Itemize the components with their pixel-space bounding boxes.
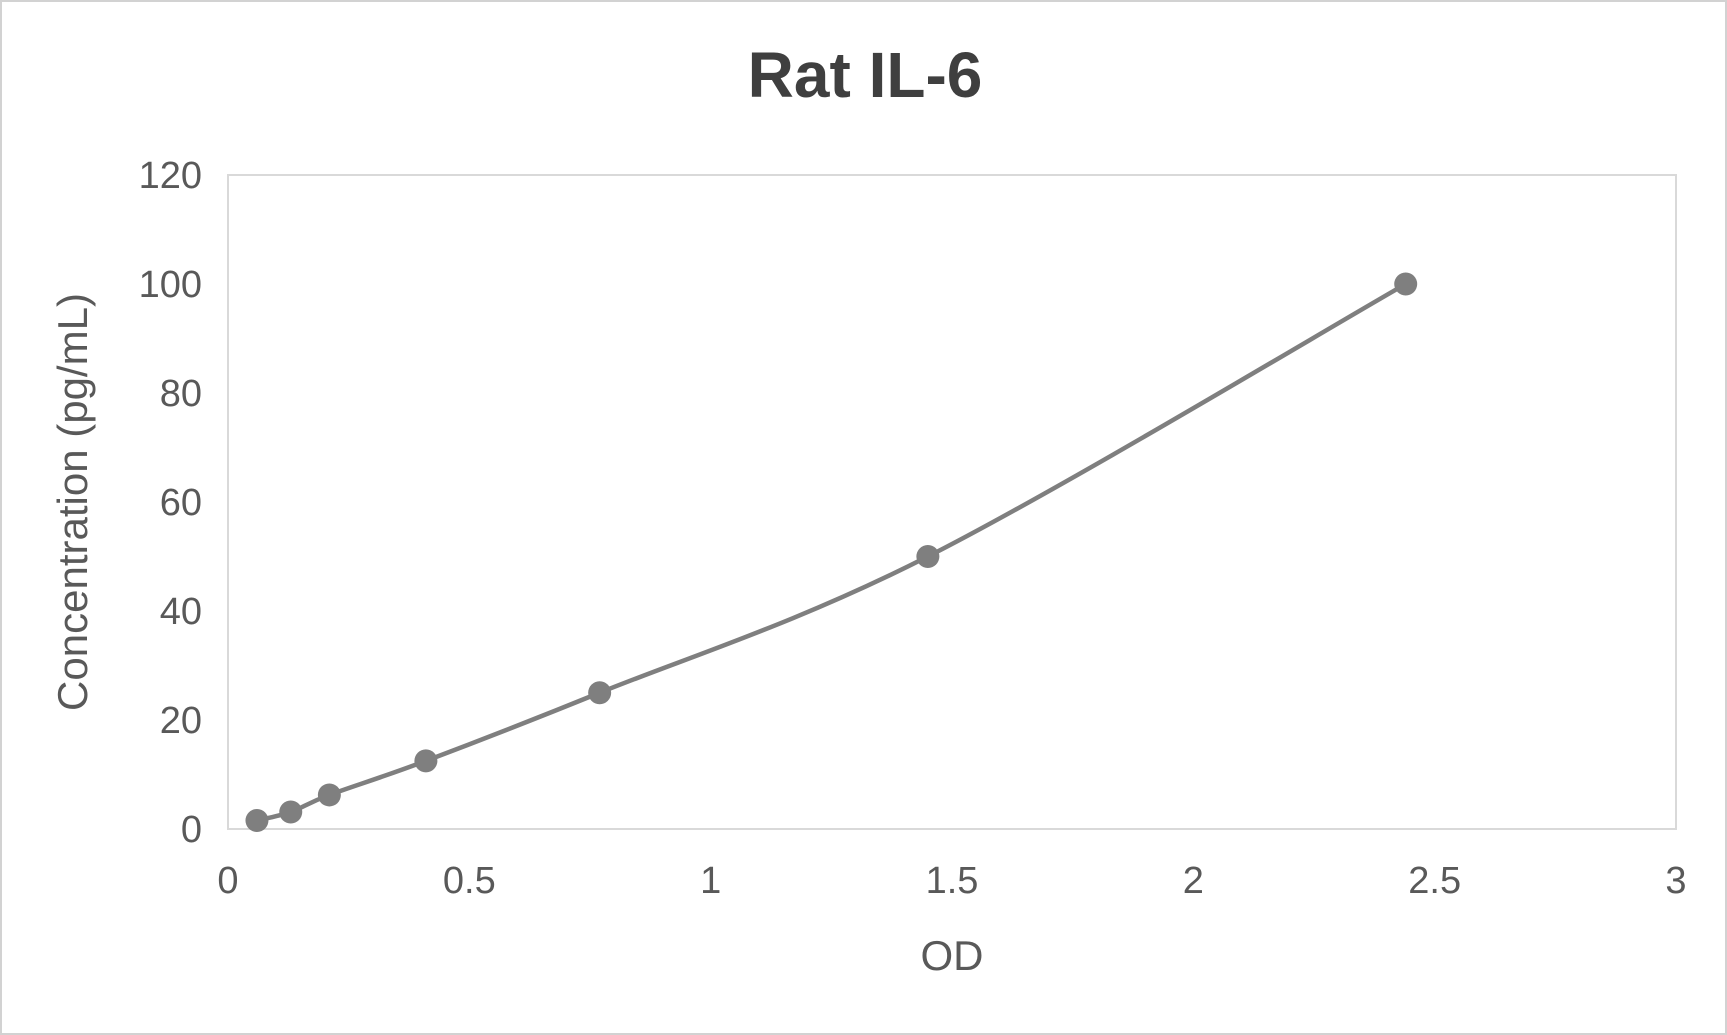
data-point-marker xyxy=(1394,272,1418,296)
x-axis-title: OD xyxy=(921,932,984,979)
x-tick-label: 1.5 xyxy=(926,860,979,902)
y-axis-tick-labels: 0 20 40 60 80 100 120 xyxy=(139,155,202,851)
y-axis-title: Concentration (pg/mL) xyxy=(49,293,96,711)
y-tick-label: 40 xyxy=(160,591,202,633)
data-point-marker xyxy=(317,783,341,807)
standard-curve-line xyxy=(254,281,1408,823)
y-tick-label: 20 xyxy=(160,700,202,742)
data-point-marker xyxy=(414,749,438,773)
x-tick-label: 2 xyxy=(1183,860,1204,902)
y-tick-label: 0 xyxy=(181,809,202,851)
y-tick-label: 120 xyxy=(139,155,202,197)
x-tick-label: 0 xyxy=(217,860,238,902)
x-tick-label: 3 xyxy=(1665,860,1686,902)
y-tick-label: 100 xyxy=(139,264,202,306)
x-axis-tick-labels: 0 0.5 1 1.5 2 2.5 3 xyxy=(217,860,1686,902)
y-tick-label: 60 xyxy=(160,482,202,524)
x-tick-label: 0.5 xyxy=(443,860,496,902)
plot-area-border xyxy=(227,174,1677,830)
data-point-markers xyxy=(245,272,1418,832)
x-tick-label: 1 xyxy=(700,860,721,902)
x-tick-label: 2.5 xyxy=(1408,860,1461,902)
data-point-marker xyxy=(916,545,940,568)
data-point-marker xyxy=(588,681,612,705)
data-point-marker xyxy=(279,800,303,824)
y-tick-label: 80 xyxy=(160,373,202,415)
chart-title: Rat IL-6 xyxy=(748,39,983,111)
data-point-marker xyxy=(245,808,269,832)
